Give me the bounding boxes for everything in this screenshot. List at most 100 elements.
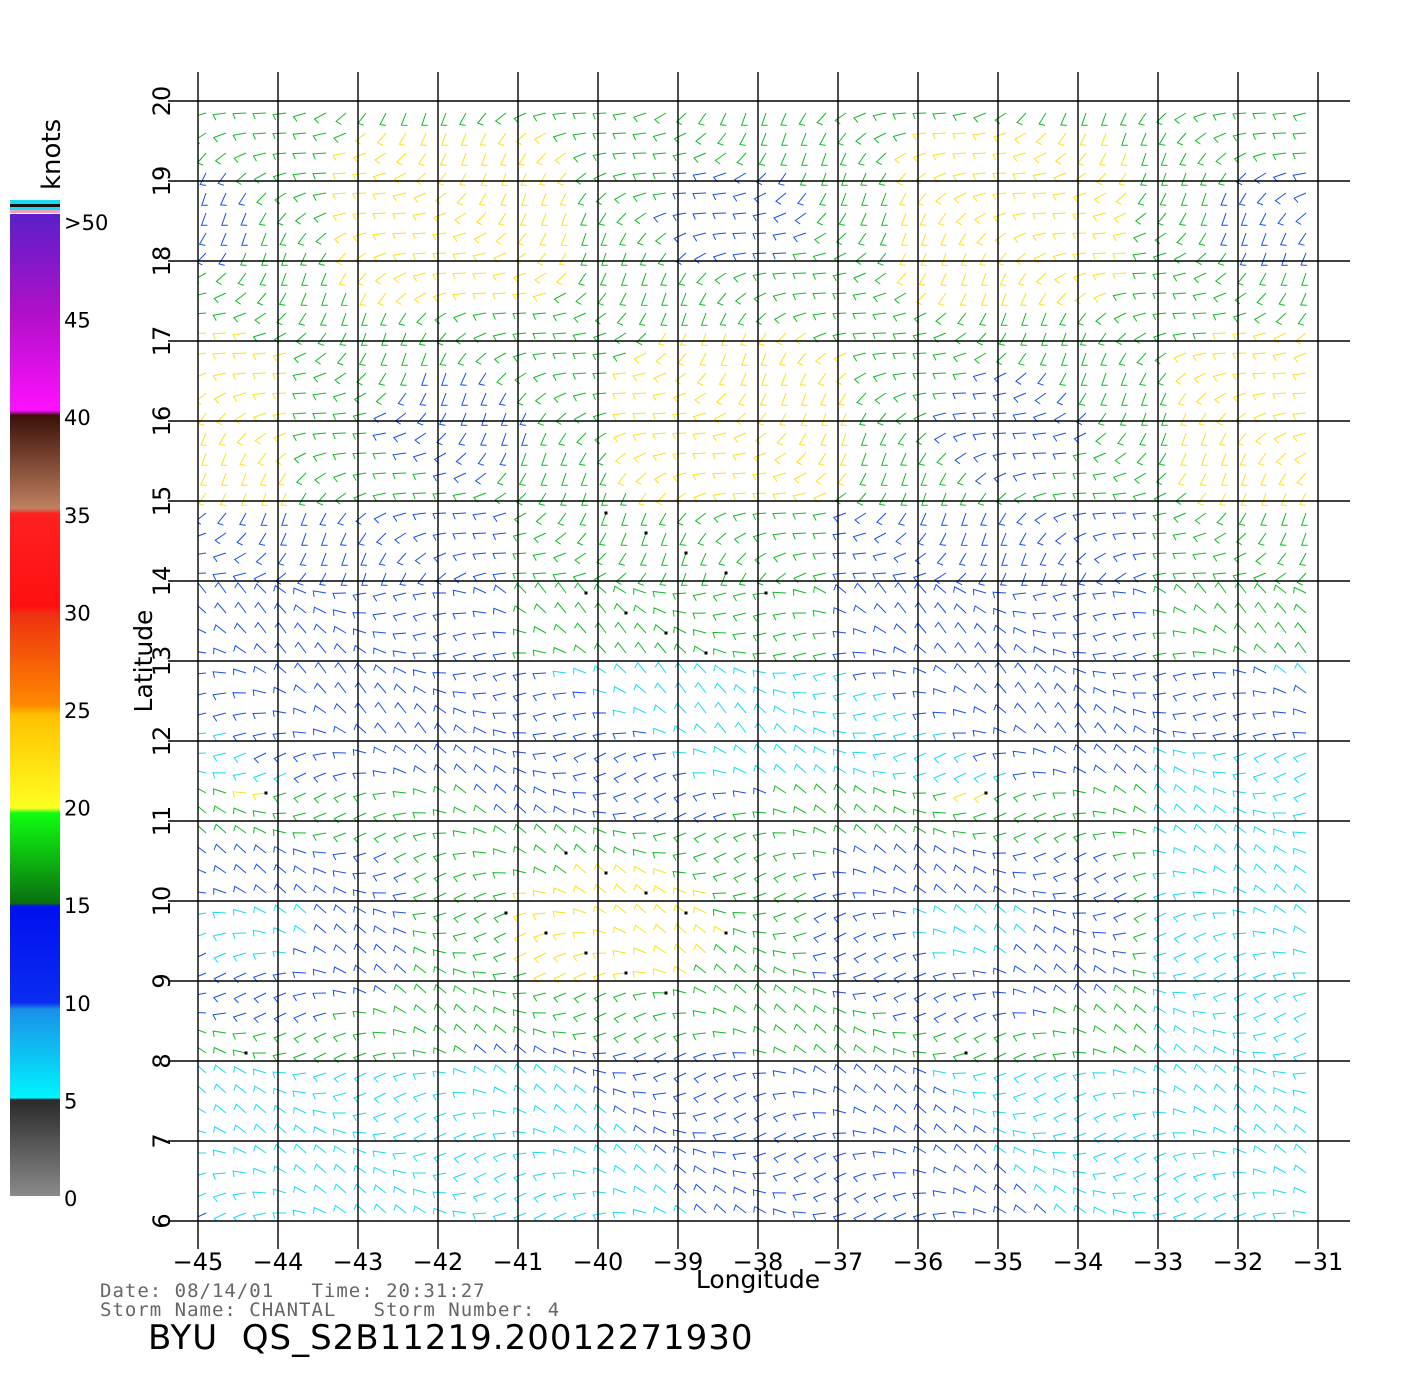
wind-barb — [372, 492, 387, 502]
wind-barb — [592, 688, 607, 696]
wind-barb — [932, 392, 947, 400]
wind-barb — [1193, 604, 1207, 614]
wind-barb — [673, 626, 687, 634]
wind-barb — [673, 943, 687, 954]
lon-tick-label: −40 — [573, 1248, 624, 1276]
wind-barb — [853, 272, 867, 283]
wind-barb — [441, 132, 448, 146]
wind-barb — [632, 1208, 647, 1216]
wind-barb — [955, 212, 967, 226]
wind-barb — [634, 212, 647, 225]
wind-barb — [672, 609, 687, 617]
wind-barb — [673, 232, 687, 244]
wind-barb — [532, 292, 547, 302]
wind-barb — [1140, 172, 1147, 186]
wind-barb — [1112, 512, 1127, 520]
wind-barb — [1092, 670, 1107, 678]
wind-barb — [653, 1032, 667, 1043]
wind-barb — [333, 923, 347, 934]
wind-barb — [660, 272, 667, 286]
wind-barb — [601, 252, 608, 266]
wind-barb — [693, 723, 707, 734]
wind-barb — [640, 272, 648, 286]
wind-barb — [932, 132, 947, 140]
wind-barb — [292, 152, 307, 160]
wind-barb — [533, 1192, 547, 1203]
wind-barb — [852, 552, 867, 560]
wind-barb — [1072, 212, 1087, 221]
wind-barb — [396, 552, 407, 566]
wind-barb — [933, 1086, 947, 1094]
wind-barb — [780, 112, 787, 126]
wind-barb — [478, 192, 487, 206]
wind-barb — [758, 332, 767, 346]
wind-barb — [453, 806, 467, 814]
wind-barb — [412, 1049, 427, 1057]
wind-barb — [355, 512, 367, 525]
wind-barb — [532, 912, 547, 921]
wind-barb — [635, 332, 647, 346]
wind-barb — [1274, 621, 1287, 634]
wind-barb — [320, 532, 328, 546]
wind-barb — [632, 992, 647, 1001]
wind-barb — [313, 112, 327, 124]
wind-barb — [534, 272, 547, 285]
wind-barb — [513, 582, 527, 594]
wind-barb — [892, 910, 907, 917]
wind-barb — [612, 732, 627, 740]
wind-barb — [293, 883, 307, 894]
wind-barb — [353, 1147, 367, 1155]
wind-barb — [732, 911, 747, 919]
wind-barb — [1159, 392, 1167, 406]
wind-barb — [1072, 1072, 1087, 1081]
wind-barb — [319, 512, 327, 526]
wind-barb — [512, 869, 527, 876]
wind-barb — [334, 661, 347, 674]
wind-barb — [393, 872, 407, 883]
wind-barb — [354, 252, 367, 265]
wind-barb — [812, 1112, 827, 1119]
wind-barb — [672, 1032, 687, 1042]
wind-barb — [432, 832, 447, 840]
wind-barb — [893, 823, 907, 834]
wind-barb — [639, 552, 647, 566]
wind-barb — [1053, 1006, 1067, 1014]
wind-barb — [1132, 708, 1147, 716]
wind-barb — [1293, 1032, 1307, 1044]
wind-barb — [433, 785, 447, 794]
wind-barb — [1192, 912, 1207, 922]
wind-barb — [332, 989, 347, 997]
wind-barb — [373, 746, 387, 754]
wind-barb — [539, 232, 547, 246]
wind-barb — [577, 192, 587, 206]
wind-barb — [493, 912, 507, 923]
wind-barb — [375, 392, 387, 406]
wind-barb — [1255, 432, 1267, 445]
rain-flag — [564, 851, 568, 855]
wind-barb — [1160, 412, 1168, 426]
wind-barb — [714, 152, 727, 165]
wind-barb — [1172, 692, 1187, 702]
wind-barb — [993, 703, 1007, 714]
wind-barb — [832, 748, 847, 756]
wind-barb — [452, 492, 467, 501]
wind-barb — [1153, 1005, 1167, 1014]
wind-barb — [395, 152, 407, 166]
wind-barb — [793, 1172, 807, 1183]
wind-barb — [292, 132, 307, 140]
wind-barb — [812, 292, 827, 300]
wind-barb — [1053, 512, 1067, 523]
wind-barb — [714, 722, 727, 734]
wind-barb — [456, 192, 467, 206]
wind-barb — [852, 672, 867, 681]
wind-barb — [1013, 724, 1027, 734]
wind-barb — [953, 1032, 967, 1044]
wind-barb — [412, 212, 427, 221]
wind-barb — [198, 1085, 207, 1094]
wind-barb — [1073, 1187, 1087, 1194]
wind-barb — [774, 452, 787, 465]
wind-barb — [1012, 750, 1027, 758]
wind-barb — [979, 312, 987, 326]
wind-barb — [816, 212, 827, 226]
wind-barb — [933, 752, 947, 764]
